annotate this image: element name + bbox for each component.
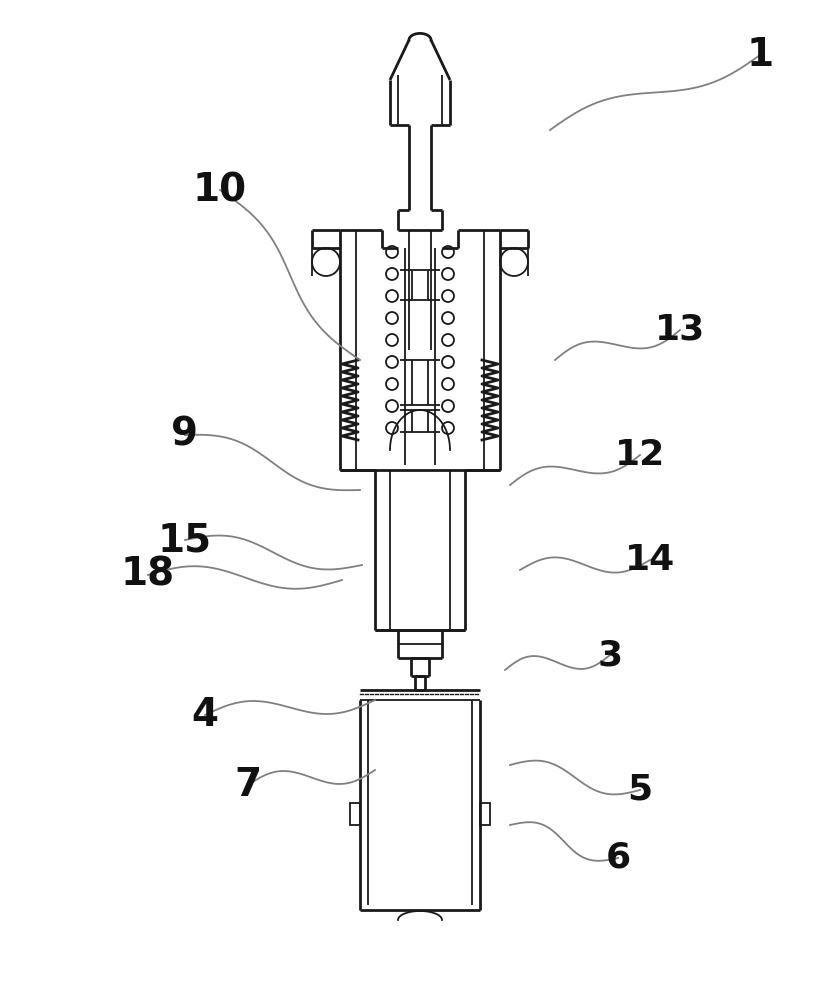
Circle shape [385,290,398,302]
Text: 14: 14 [624,543,675,577]
Circle shape [441,246,453,258]
Text: 12: 12 [614,438,665,472]
Circle shape [312,248,339,276]
Text: 9: 9 [171,416,198,454]
Circle shape [441,334,453,346]
Text: 13: 13 [654,313,704,347]
Text: 15: 15 [158,521,212,559]
Circle shape [385,400,398,412]
Circle shape [385,356,398,368]
Circle shape [441,378,453,390]
Circle shape [441,400,453,412]
Text: 7: 7 [234,766,261,804]
Circle shape [499,248,528,276]
Text: 18: 18 [120,556,175,594]
Circle shape [441,290,453,302]
Bar [349,803,359,825]
Circle shape [385,268,398,280]
Text: 3: 3 [597,638,622,672]
Text: 6: 6 [604,841,630,875]
Circle shape [385,378,398,390]
Text: 5: 5 [627,773,652,807]
Circle shape [385,246,398,258]
Circle shape [441,422,453,434]
Circle shape [385,334,398,346]
Circle shape [385,312,398,324]
Text: 1: 1 [746,36,772,74]
Text: 10: 10 [193,171,247,209]
Circle shape [441,356,453,368]
Circle shape [441,312,453,324]
Circle shape [385,422,398,434]
Bar [479,803,489,825]
Circle shape [441,268,453,280]
Text: 4: 4 [191,696,218,734]
